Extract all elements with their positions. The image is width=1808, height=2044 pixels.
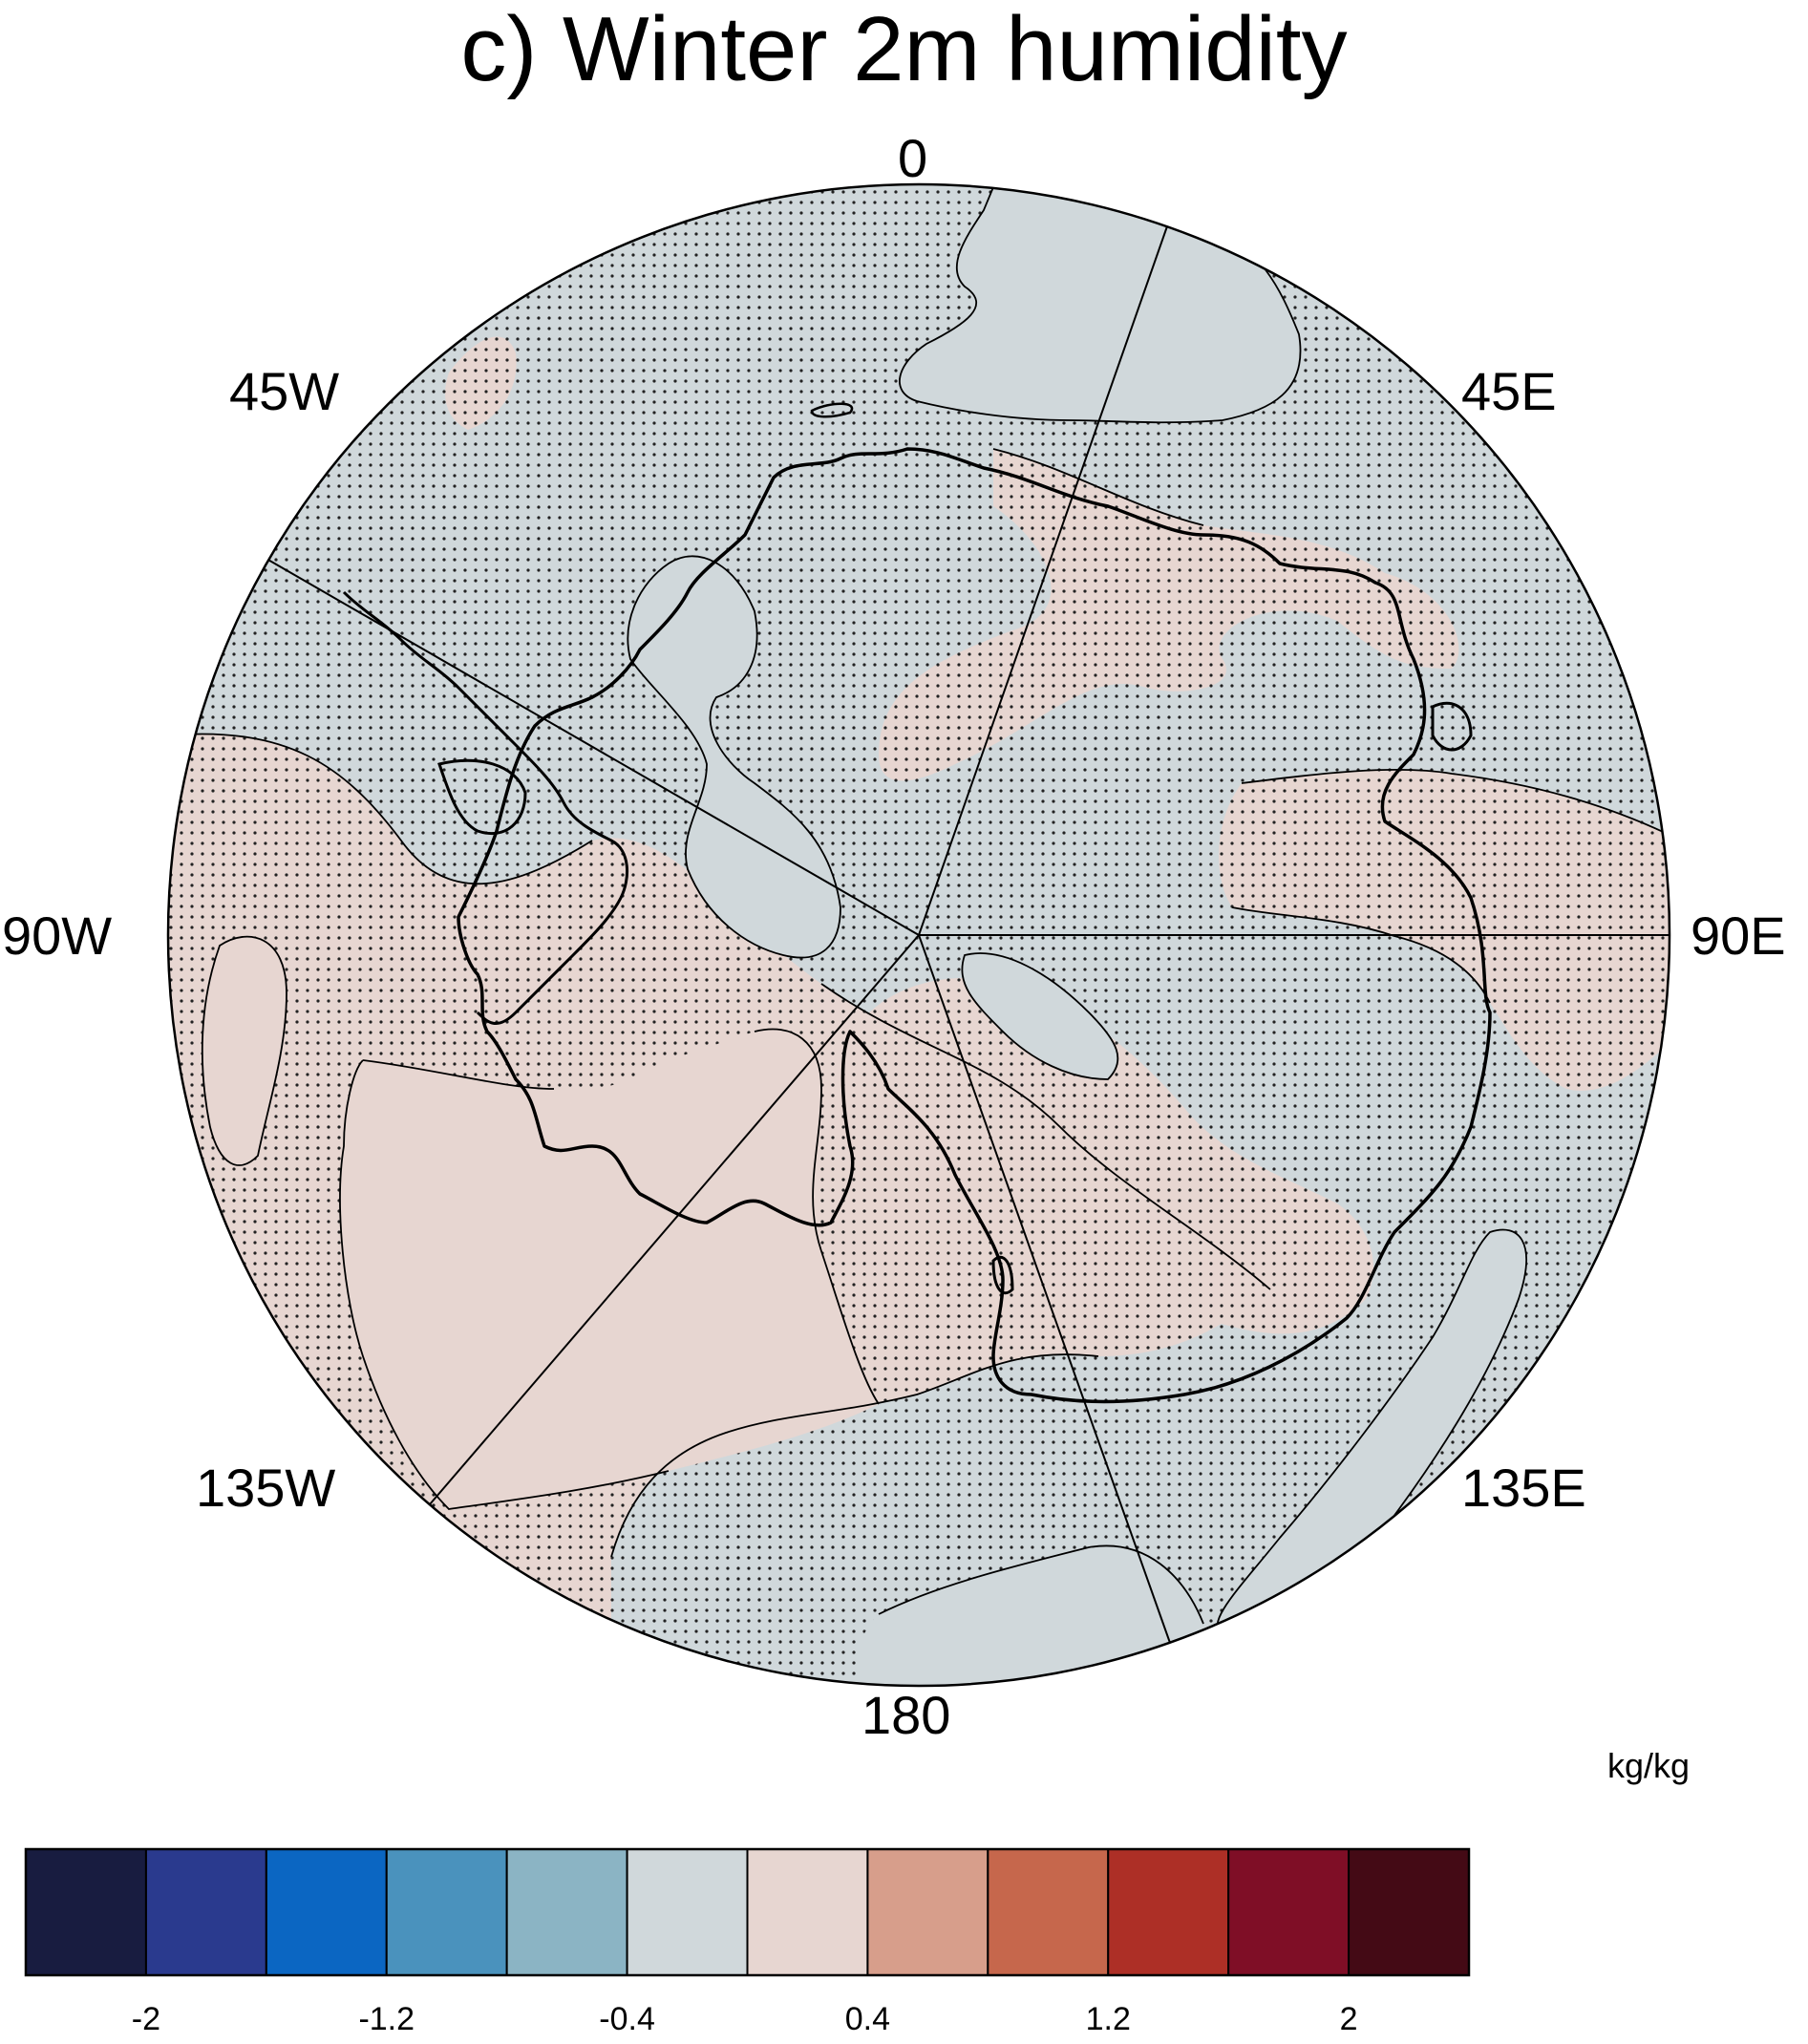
contour-outline-weddell [627,555,841,959]
unstippled-region-southern-ocean-se [1217,1229,1527,1633]
unstippled-regions [202,185,1527,1686]
colorbar-box [265,1848,388,1976]
colorbar-box [144,1848,267,1976]
contour-outline-amundsen [339,1028,880,1510]
colorbar-box [746,1848,869,1976]
colorbar-units: kg/kg [1607,1746,1691,1785]
colorbar-tick-label: -1.2 [358,2001,415,2037]
coastline-island [810,402,854,418]
lon-label-0: 0 [898,128,928,188]
lon-label-45w: 45W [229,361,340,421]
meridian [918,934,1171,1644]
colorbar-box [1227,1848,1351,1976]
colorbar-tick-label: -0.4 [599,2001,655,2037]
coastline-island [437,758,527,836]
colorbar-box [626,1848,749,1976]
lon-label-90w: 90W [2,905,113,966]
colorbar-box [385,1848,508,1976]
lon-label-90e: 90E [1691,905,1786,966]
contour-outline-ross-ice [961,952,1119,1080]
unstippled-region-0e [899,185,1301,423]
meridians [266,225,1670,1644]
coastline-island [991,1255,1014,1295]
unstippled-region-90w [202,936,287,1165]
contour-outline-90w [201,935,287,1166]
lon-label-135w: 135W [196,1458,336,1518]
meridian [429,934,920,1505]
colorbar-box [1107,1848,1230,1976]
colorbar-tick-label: 1.2 [1085,2001,1131,2037]
colorbar-box [866,1848,989,1976]
map-title: c) Winter 2m humidity [460,0,1348,100]
meridian [266,558,920,936]
peninsula-coastline [342,590,629,1025]
unstippled-region-amundsen [340,1029,879,1509]
map-disk [168,184,1670,1686]
colorbar-box [25,1848,147,1976]
coastline-island [1431,701,1473,752]
colorbar-tick-label: 0.4 [844,2001,891,2037]
colorbar-box [505,1848,628,1976]
unstippled-region-weddell [627,556,840,958]
lon-label-135e: 135E [1461,1458,1586,1518]
contour-outline-180 [878,1544,1204,1625]
colorbar-frame [24,1847,1471,1977]
unstippled-region-ross-ice [962,953,1118,1079]
colorbar-box [1348,1848,1471,1976]
colorbar-tick-label: 2 [1339,2001,1358,2037]
map-boundary [166,182,1671,1688]
colorbar-tick-label: -2 [131,2001,161,2037]
meridian [918,225,1168,936]
colorbar [24,1847,1471,1977]
lon-label-180: 180 [861,1685,951,1745]
lon-label-45e: 45E [1461,361,1557,421]
colorbar-box [987,1848,1110,1976]
